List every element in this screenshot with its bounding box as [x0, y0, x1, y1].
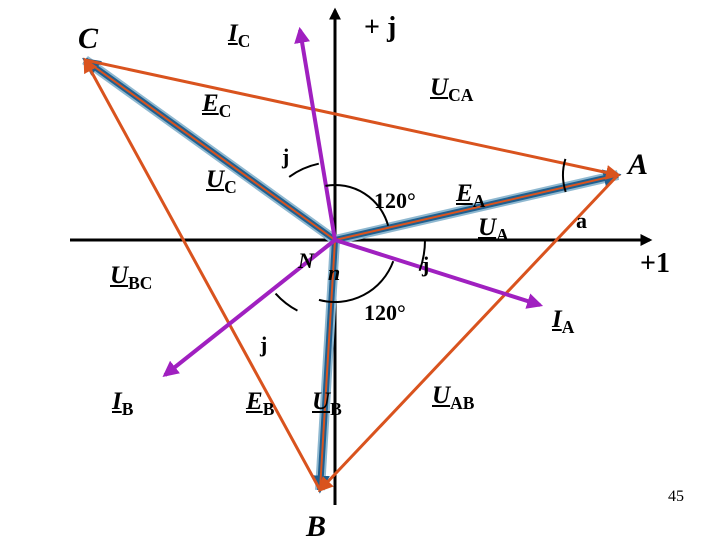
phasor-diagram: A B C N n + j +1 EA EB EC UA UB UC UCA U…: [0, 0, 720, 540]
label-phi-A: j: [422, 252, 429, 278]
page-number: 45: [668, 488, 684, 506]
label-UAB: UAB: [432, 382, 474, 414]
label-UB: UB: [312, 388, 342, 420]
label-plus-1: +1: [640, 248, 670, 280]
label-alpha: a: [576, 208, 587, 234]
label-IA: IA: [552, 306, 574, 338]
label-phi-C: j: [282, 144, 289, 170]
label-UC: UC: [206, 166, 237, 198]
label-C: C: [78, 22, 98, 56]
label-120b: 120°: [364, 300, 406, 326]
label-n: n: [328, 260, 340, 286]
label-B: B: [306, 510, 326, 544]
label-EA: EA: [456, 180, 485, 212]
label-plus-j: + j: [364, 12, 396, 44]
label-EB: EB: [246, 388, 274, 420]
label-N: N: [298, 248, 314, 274]
label-UA: UA: [478, 214, 509, 246]
label-120a: 120°: [374, 188, 416, 214]
label-UCA: UCA: [430, 74, 473, 106]
label-A: A: [628, 148, 648, 182]
label-EC: EC: [202, 90, 231, 122]
label-IB: IB: [112, 388, 133, 420]
label-IC: IC: [228, 20, 250, 52]
diagram-svg: [0, 0, 720, 540]
label-UBC: UBC: [110, 262, 152, 294]
label-phi-B: j: [260, 332, 267, 358]
